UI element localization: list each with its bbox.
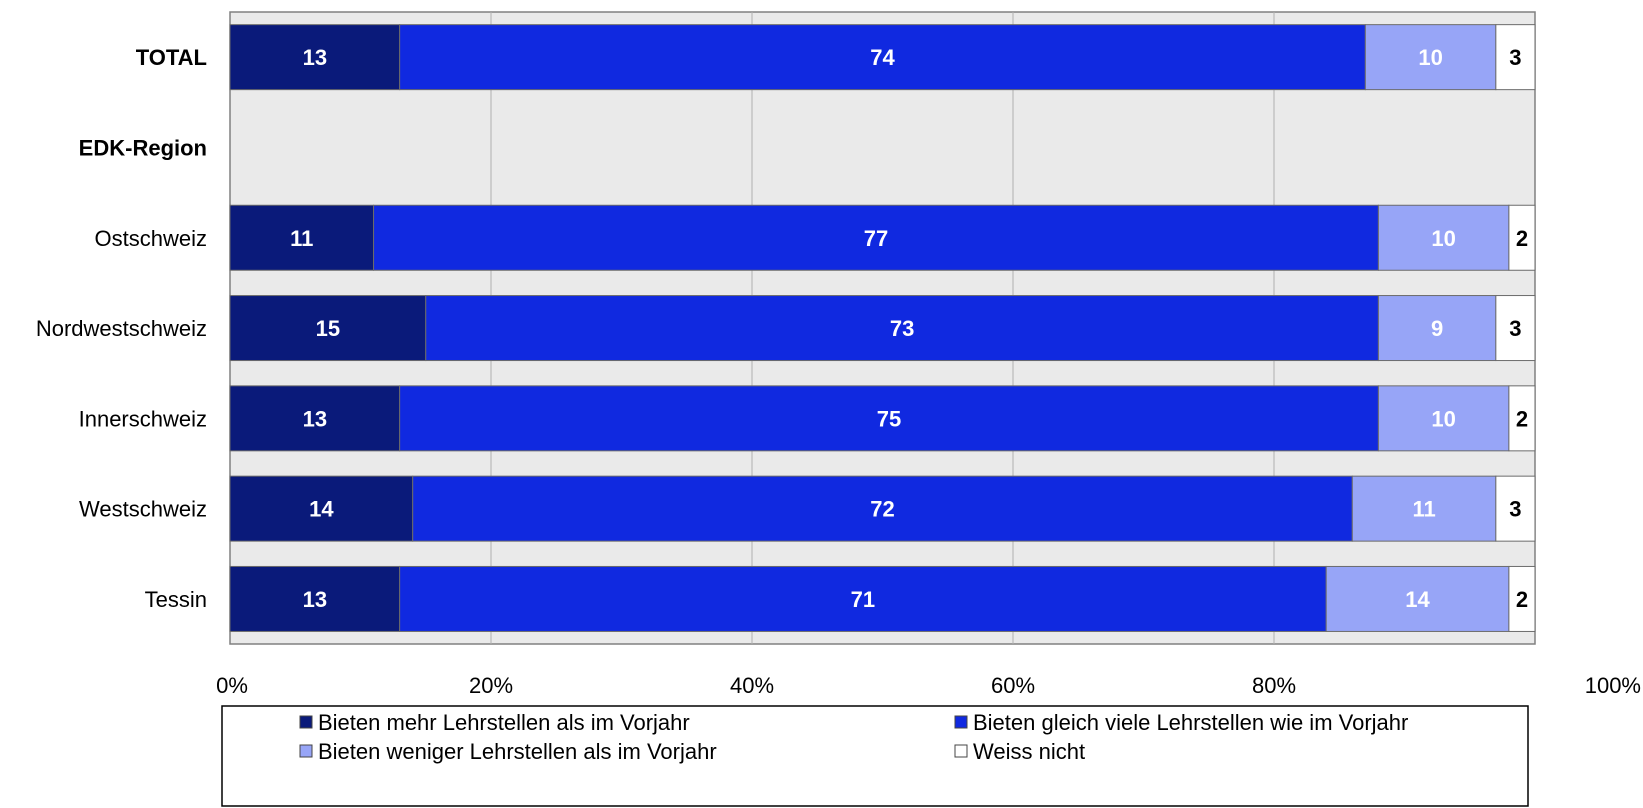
legend-label: Weiss nicht bbox=[973, 739, 1085, 764]
bar-value-label: 13 bbox=[303, 406, 327, 431]
bar-segment bbox=[229, 475, 414, 542]
bar-segment bbox=[229, 204, 375, 271]
legend-swatch bbox=[954, 744, 968, 758]
bar-value-label: 72 bbox=[870, 497, 894, 522]
legend: Bieten mehr Lehrstellen als im Vorjahr Bi… bbox=[221, 705, 1529, 807]
bar-segment bbox=[1377, 204, 1510, 271]
bar-value-label: 3 bbox=[1509, 316, 1521, 341]
bar-value-label: 2 bbox=[1516, 226, 1528, 251]
bar-segment bbox=[399, 24, 1366, 91]
bar-segment bbox=[229, 24, 401, 91]
legend-label: Bieten weniger Lehrstellen als im Vorjah… bbox=[318, 739, 717, 764]
category-label: TOTAL bbox=[136, 45, 207, 70]
legend-label: Bieten gleich viele Lehrstellen wie im V… bbox=[973, 710, 1408, 735]
x-tick-label: 20% bbox=[469, 673, 513, 698]
bar-segment bbox=[1377, 295, 1497, 362]
x-tick-labels: 0% 20% 40% 60% 80% 100% bbox=[216, 673, 1641, 698]
x-tick-label: 0% bbox=[216, 673, 248, 698]
x-tick-label: 40% bbox=[730, 673, 774, 698]
bar-value-label: 77 bbox=[864, 226, 888, 251]
bar-value-label: 13 bbox=[303, 45, 327, 70]
x-tick-label: 60% bbox=[991, 673, 1035, 698]
bar-value-label: 9 bbox=[1431, 316, 1443, 341]
bar-value-label: 2 bbox=[1516, 406, 1528, 431]
bar-value-label: 13 bbox=[303, 587, 327, 612]
bar-value-label: 71 bbox=[851, 587, 875, 612]
bar-segment bbox=[1495, 295, 1536, 362]
bar-segment bbox=[1364, 24, 1497, 91]
x-tick-label: 80% bbox=[1252, 673, 1296, 698]
bar-value-label: 10 bbox=[1418, 45, 1442, 70]
bar-segment bbox=[1495, 475, 1536, 542]
bar-value-label: 73 bbox=[890, 316, 914, 341]
legend-label: Bieten mehr Lehrstellen als im Vorjahr bbox=[318, 710, 690, 735]
bar-value-label: 14 bbox=[1405, 587, 1430, 612]
x-tick-label: 100% bbox=[1585, 673, 1641, 698]
bar-segment bbox=[1508, 565, 1536, 632]
bar-value-label: 10 bbox=[1431, 406, 1455, 431]
category-label: Nordwestschweiz bbox=[36, 316, 207, 341]
bar-segment bbox=[1495, 24, 1536, 91]
bar-segment bbox=[1508, 385, 1536, 452]
bar-segment bbox=[229, 385, 401, 452]
legend-swatch bbox=[299, 715, 313, 729]
bar-segment bbox=[1377, 385, 1510, 452]
bar-value-label: 11 bbox=[290, 226, 313, 251]
bar-value-label: 11 bbox=[1412, 497, 1435, 522]
category-label: Innerschweiz bbox=[79, 406, 207, 431]
bar-value-label: 10 bbox=[1431, 226, 1455, 251]
bars: 13 74 10 3 11 77 10 2 15 73 9 3 13 75 10 2 14 72 11 3 13 71 14… bbox=[229, 24, 1536, 632]
bar-segment bbox=[373, 204, 1379, 271]
category-label: EDK-Region bbox=[79, 135, 207, 160]
bar-segment bbox=[1325, 565, 1510, 632]
category-label: Tessin bbox=[145, 587, 207, 612]
bar-segment bbox=[425, 295, 1379, 362]
category-label: Westschweiz bbox=[79, 497, 207, 522]
bar-value-label: 74 bbox=[870, 45, 895, 70]
bar-value-label: 2 bbox=[1516, 587, 1528, 612]
legend-swatch bbox=[954, 715, 968, 729]
bar-segment bbox=[1351, 475, 1497, 542]
bar-value-label: 3 bbox=[1509, 45, 1521, 70]
bar-value-label: 15 bbox=[316, 316, 340, 341]
bar-segment bbox=[412, 475, 1353, 542]
bar-segment bbox=[229, 295, 427, 362]
legend-frame bbox=[221, 705, 1529, 807]
bar-segment bbox=[399, 565, 1327, 632]
bar-value-label: 3 bbox=[1509, 497, 1521, 522]
legend-swatch bbox=[299, 744, 313, 758]
bar-value-label: 14 bbox=[309, 497, 334, 522]
category-label: Ostschweiz bbox=[95, 226, 207, 251]
category-labels: TOTAL EDK-Region Ostschweiz Nordwestschweiz… bbox=[36, 45, 207, 612]
bar-segment bbox=[1508, 204, 1536, 271]
bar-value-label: 75 bbox=[877, 406, 901, 431]
